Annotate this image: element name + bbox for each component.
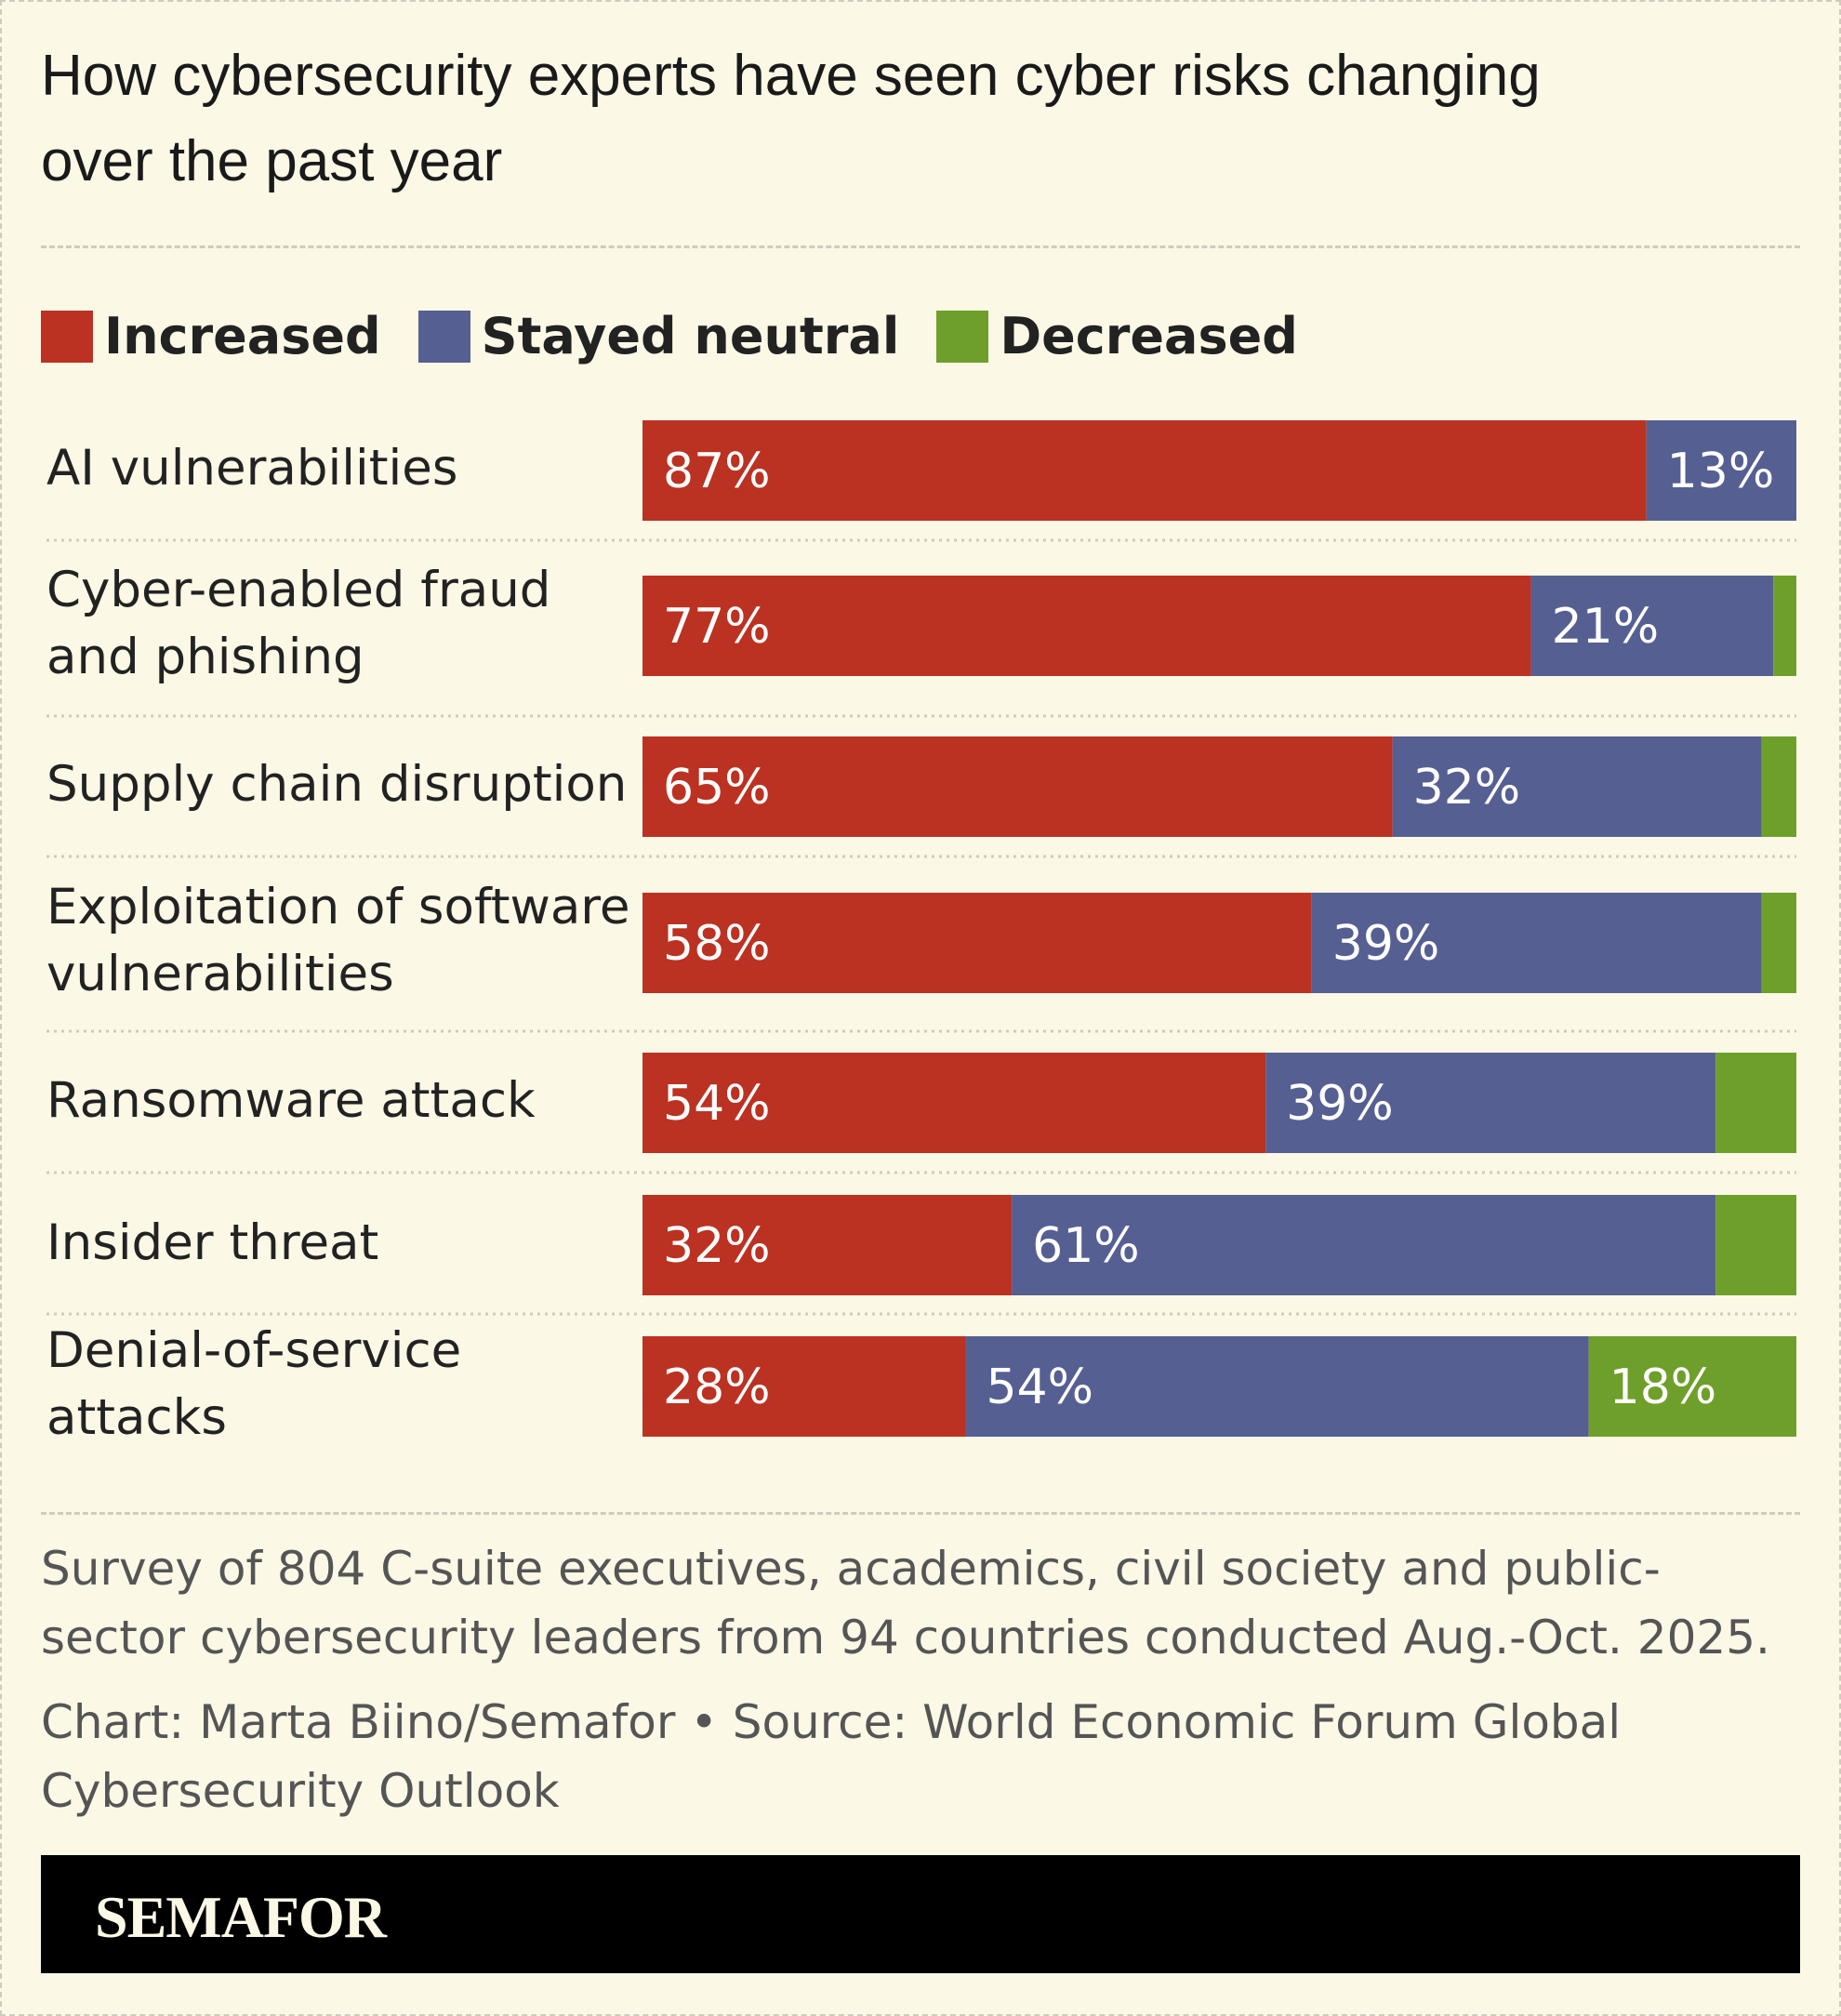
value-label: 39% xyxy=(1332,916,1440,972)
bar-segment xyxy=(965,1336,1589,1437)
bar-segment xyxy=(642,420,1647,521)
value-label: 77% xyxy=(663,599,771,655)
legend-swatch xyxy=(41,310,93,363)
value-label: 13% xyxy=(1667,444,1775,499)
category-label: Insider threat xyxy=(46,1214,379,1271)
bar-segment xyxy=(642,736,1393,837)
bar-segment xyxy=(642,1195,1013,1295)
bar-segment xyxy=(642,1053,1266,1153)
bar-segment xyxy=(1392,736,1762,837)
value-label: 65% xyxy=(663,760,771,816)
bar-segment xyxy=(642,1336,966,1437)
bar-segment xyxy=(1265,1053,1716,1153)
category-label: AI vulnerabilities xyxy=(46,440,458,497)
legend: Increased Stayed neutral Decreased xyxy=(41,307,1335,365)
bar-segment xyxy=(1773,576,1796,676)
brand-logo: SEMAFOR xyxy=(95,1884,387,1950)
credit: Chart: Marta Biino/Semafor • Source: Wor… xyxy=(41,1695,1622,1818)
bar-segment xyxy=(1761,736,1796,837)
bar-segment xyxy=(1715,1053,1796,1153)
value-label: 61% xyxy=(1032,1218,1140,1274)
value-label: 54% xyxy=(663,1076,771,1132)
legend-item: Stayed neutral xyxy=(417,307,900,365)
note: Survey of 804 C-suite executives, academ… xyxy=(41,1542,1770,1665)
bar-segment xyxy=(642,576,1531,676)
category-label: Ransomware attack xyxy=(46,1072,536,1129)
bar-segment xyxy=(1311,893,1762,993)
value-label: 32% xyxy=(1413,760,1521,816)
legend-label: Increased xyxy=(104,307,381,365)
bar-segment xyxy=(1588,1336,1796,1437)
legend-item: Decreased xyxy=(936,307,1298,365)
brand-bar: SEMAFOR xyxy=(41,1855,1800,1973)
divider xyxy=(41,1512,1800,1515)
bar-segment xyxy=(642,893,1312,993)
legend-label: Decreased xyxy=(1000,307,1298,365)
category-label: Exploitation of software vulnerabilities xyxy=(46,879,630,1002)
value-label: 87% xyxy=(663,444,771,499)
value-label: 39% xyxy=(1286,1076,1394,1132)
divider xyxy=(41,245,1800,248)
category-label: Denial-of-service attacks xyxy=(46,1322,462,1446)
legend-swatch xyxy=(936,310,989,363)
value-label: 32% xyxy=(663,1218,771,1274)
bar-segment xyxy=(1012,1195,1716,1295)
value-label: 28% xyxy=(663,1359,771,1415)
category-label: Supply chain disruption xyxy=(46,756,628,813)
bar-segment xyxy=(1646,420,1796,521)
value-label: 54% xyxy=(986,1359,1093,1415)
value-label: 18% xyxy=(1609,1359,1717,1415)
legend-label: Stayed neutral xyxy=(481,307,900,365)
value-label: 21% xyxy=(1552,599,1660,655)
chart-title: How cybersecurity experts have seen cybe… xyxy=(41,44,1541,193)
legend-item: Increased xyxy=(41,307,381,365)
category-label: Cyber-enabled fraud and phishing xyxy=(46,562,551,685)
bar-segment xyxy=(1761,893,1796,993)
legend-swatch xyxy=(417,310,470,363)
value-label: 58% xyxy=(663,916,771,972)
bar-segment xyxy=(1715,1195,1796,1295)
bar-segment xyxy=(1530,576,1774,676)
